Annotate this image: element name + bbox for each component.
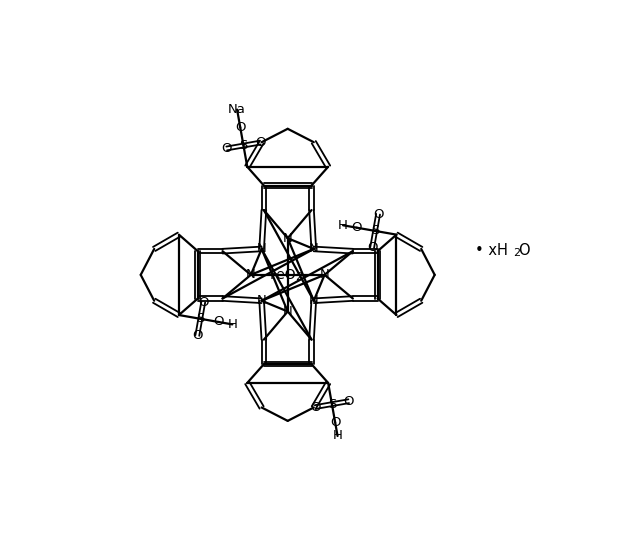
Text: H: H <box>227 318 237 331</box>
Text: 2: 2 <box>295 272 302 282</box>
Text: FeO: FeO <box>269 268 296 282</box>
Text: S: S <box>239 139 248 152</box>
Text: O: O <box>351 221 362 234</box>
Text: O: O <box>198 295 209 308</box>
Text: O: O <box>255 136 266 149</box>
Text: • xH: • xH <box>476 243 508 258</box>
Text: H: H <box>338 219 348 232</box>
Text: S: S <box>196 312 204 325</box>
Text: N: N <box>246 268 256 281</box>
Text: N: N <box>309 294 319 307</box>
Text: O: O <box>192 329 203 342</box>
Text: O: O <box>221 142 232 155</box>
Text: O: O <box>367 241 378 254</box>
Text: O: O <box>213 316 224 329</box>
Text: S: S <box>328 398 336 410</box>
Text: N: N <box>257 294 266 307</box>
Text: N: N <box>309 243 319 256</box>
Text: O: O <box>344 395 354 408</box>
Text: O: O <box>373 208 383 221</box>
Text: N: N <box>257 243 266 256</box>
Text: N: N <box>283 305 292 318</box>
Text: O: O <box>235 121 246 134</box>
Text: O: O <box>518 243 529 258</box>
Text: N: N <box>283 232 292 245</box>
Text: O: O <box>310 401 321 414</box>
Text: N: N <box>320 268 330 281</box>
Text: 2: 2 <box>513 249 520 258</box>
Text: H: H <box>333 429 342 443</box>
Text: Na: Na <box>228 103 246 116</box>
Text: S: S <box>371 225 380 238</box>
Text: O: O <box>330 416 340 429</box>
